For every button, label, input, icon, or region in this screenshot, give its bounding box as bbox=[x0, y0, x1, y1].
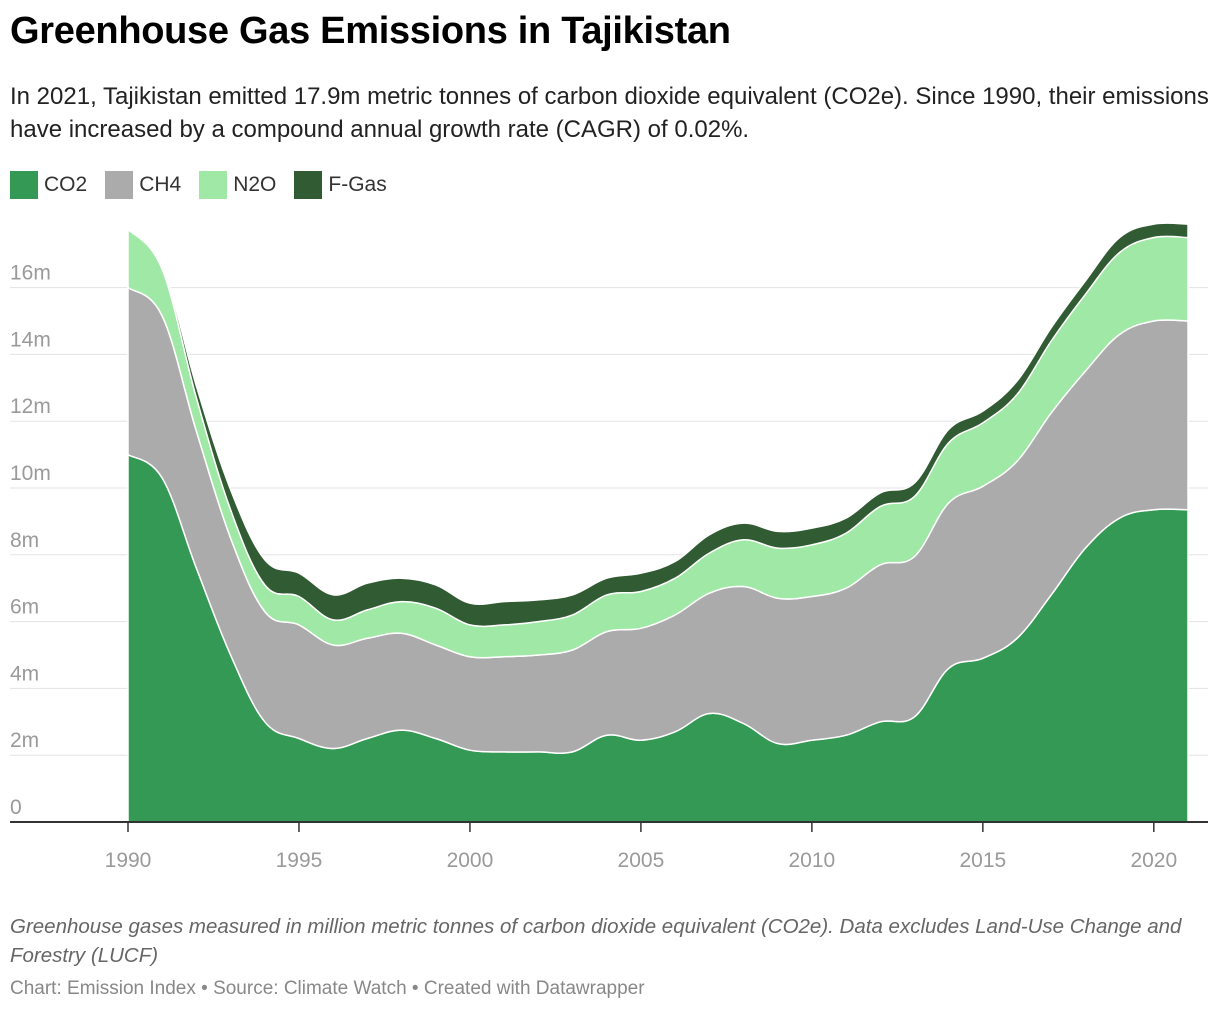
y-tick-label: 0 bbox=[10, 796, 22, 819]
legend-swatch-ch4 bbox=[105, 171, 134, 199]
chart-title: Greenhouse Gas Emissions in Tajikistan bbox=[10, 10, 731, 52]
x-tick-label: 2015 bbox=[959, 849, 1006, 872]
legend-item-co2: CO2 bbox=[10, 171, 87, 199]
legend-item-n2o: N2O bbox=[199, 171, 276, 199]
y-tick-label: 4m bbox=[10, 662, 39, 685]
legend-swatch-co2 bbox=[10, 171, 38, 199]
x-tick-label: 1995 bbox=[276, 849, 323, 872]
y-tick-label: 16m bbox=[10, 262, 51, 285]
chart-subtitle: In 2021, Tajikistan emitted 17.9m metric… bbox=[10, 83, 1209, 143]
area-series bbox=[127, 222, 1189, 823]
x-tick-label: 2005 bbox=[618, 849, 665, 872]
legend-label-fgas: F-Gas bbox=[328, 173, 387, 196]
y-tick-label: 8m bbox=[10, 529, 39, 552]
x-tick-label: 2010 bbox=[789, 849, 836, 872]
axes: 0 2m 4m 6m 8m 10m 12m 14m 16m 1990 1995 2000 2005 201… bbox=[10, 262, 1208, 872]
stacked-area-chart: 0 2m 4m 6m 8m 10m 12m 14m 16m 1990 1995 2000 2005 201… bbox=[10, 222, 1208, 872]
legend-label-co2: CO2 bbox=[44, 173, 88, 196]
legend: CO2 CH4 N2O F-Gas bbox=[10, 170, 405, 200]
y-tick-label: 6m bbox=[10, 596, 39, 619]
y-tick-label: 10m bbox=[10, 462, 51, 485]
legend-item-ch4: CH4 bbox=[105, 171, 181, 199]
legend-item-fgas: F-Gas bbox=[294, 171, 387, 199]
chart-notes: Greenhouse gases measured in million met… bbox=[10, 915, 1182, 967]
y-tick-label: 2m bbox=[10, 729, 39, 752]
chart-credits: Chart: Emission Index • Source: Climate … bbox=[10, 978, 645, 999]
y-tick-label: 12m bbox=[10, 395, 51, 418]
legend-label-n2o: N2O bbox=[233, 173, 277, 196]
legend-swatch-fgas bbox=[294, 171, 323, 199]
area-fgas bbox=[127, 222, 1189, 628]
x-tick-label: 1990 bbox=[105, 849, 152, 872]
x-tick-label: 2020 bbox=[1130, 849, 1177, 872]
x-tick-label: 2000 bbox=[447, 849, 494, 872]
legend-swatch-n2o bbox=[199, 171, 228, 199]
y-tick-label: 14m bbox=[10, 328, 51, 351]
legend-label-ch4: CH4 bbox=[139, 173, 182, 196]
